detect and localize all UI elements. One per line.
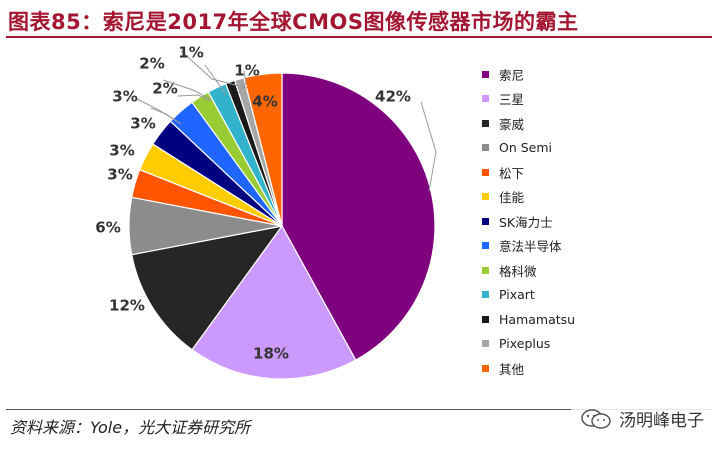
legend-label: Pixart	[499, 287, 535, 303]
legend-swatch	[482, 70, 489, 78]
footer-divider	[6, 409, 712, 410]
pie-slice	[243, 72, 283, 227]
legend-swatch	[482, 364, 489, 372]
legend-label: 三星	[499, 92, 525, 108]
leader-line	[180, 50, 248, 89]
data-label: 6%	[95, 219, 120, 237]
legend-item: Pixart	[482, 283, 575, 308]
legend-item: 意法半导体	[482, 234, 575, 259]
legend-item: Hamamatsu	[482, 307, 575, 332]
leader-line	[162, 79, 213, 101]
chart-legend: 索尼三星豪威 On Semi 松下佳能 SK海力士意法半导体格科微 Pixart Hama…	[482, 62, 575, 381]
legend-label: Pixeplus	[499, 336, 551, 352]
legend-swatch	[482, 168, 489, 176]
pie-chart: 42%18%12%6%3%3%3%3% 2%2%1%1%4%	[95, 44, 437, 380]
legend-label: Hamamatsu	[499, 311, 576, 327]
legend-item: 三星	[482, 87, 575, 112]
data-label: 42%	[375, 88, 411, 106]
legend-swatch	[482, 217, 489, 225]
legend-label: 意法半导体	[499, 239, 562, 255]
legend-item: On Semi	[482, 136, 575, 161]
legend-swatch	[482, 291, 489, 299]
data-label: 12%	[109, 297, 145, 315]
watermark: 汤明峰电子	[571, 404, 712, 433]
legend-label: 其他	[499, 361, 525, 377]
data-label: 2%	[152, 80, 177, 98]
pie-slice	[131, 225, 284, 351]
pie-slice	[281, 72, 436, 361]
data-label: 1%	[234, 62, 259, 80]
legend-label: SK海力士	[499, 214, 553, 230]
legend-label: On Semi	[499, 140, 553, 156]
data-label: 2%	[139, 55, 164, 73]
data-label: 1%	[178, 44, 203, 62]
legend-swatch	[482, 266, 489, 274]
legend-label: 佳能	[499, 190, 525, 206]
legend-swatch	[482, 95, 489, 103]
legend-item: 佳能	[482, 185, 575, 210]
watermark-text: 汤明峰电子	[619, 411, 704, 431]
leader-line	[204, 64, 227, 96]
chart-title: 图表85：索尼是2017年全球CMOS图像传感器市场的霸主	[8, 10, 579, 34]
legend-swatch	[482, 193, 489, 201]
leader-line	[237, 70, 247, 95]
data-label: 3%	[109, 142, 134, 160]
legend-item: 豪威	[482, 111, 575, 136]
legend-item: 松下	[482, 160, 575, 185]
leader-line	[177, 94, 211, 102]
legend-item: 索尼	[482, 62, 575, 87]
legend-label: 索尼	[499, 67, 525, 83]
legend-item: Pixeplus	[482, 332, 575, 357]
legend-item: 格科微	[482, 258, 575, 283]
data-label: 3%	[130, 115, 155, 133]
legend-item: SK海力士	[482, 209, 575, 234]
leader-line	[420, 101, 437, 192]
legend-swatch	[482, 340, 489, 348]
legend-label: 豪威	[499, 116, 525, 132]
legend-swatch	[482, 144, 489, 152]
legend-label: 松下	[499, 165, 525, 181]
legend-swatch	[482, 315, 489, 323]
legend-label: 格科微	[499, 263, 537, 279]
legend-swatch	[482, 119, 489, 127]
wechat-logo-icon	[581, 408, 611, 429]
leader-line	[136, 98, 182, 125]
data-label: 18%	[253, 345, 289, 363]
source-note: 资料来源：Yole，光大证券研究所	[10, 418, 251, 437]
data-label: 3%	[107, 166, 132, 184]
legend-item: 其他	[482, 356, 575, 381]
data-label: 3%	[112, 88, 137, 106]
legend-swatch	[482, 242, 489, 250]
data-label: 4%	[252, 93, 277, 111]
title-underline	[6, 36, 712, 38]
pie-slice	[191, 224, 357, 380]
